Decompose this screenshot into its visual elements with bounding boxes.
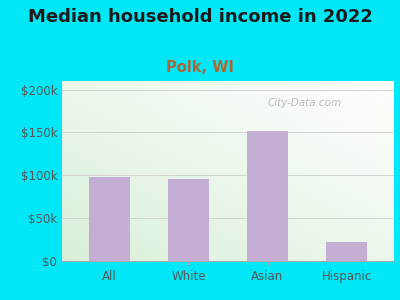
Bar: [89, 177, 130, 261]
Bar: [168, 179, 209, 261]
Bar: [247, 131, 288, 261]
Text: City-Data.com: City-Data.com: [267, 98, 342, 108]
Text: Median household income in 2022: Median household income in 2022: [28, 8, 372, 26]
Bar: [326, 242, 367, 261]
Text: Polk, WI: Polk, WI: [166, 60, 234, 75]
